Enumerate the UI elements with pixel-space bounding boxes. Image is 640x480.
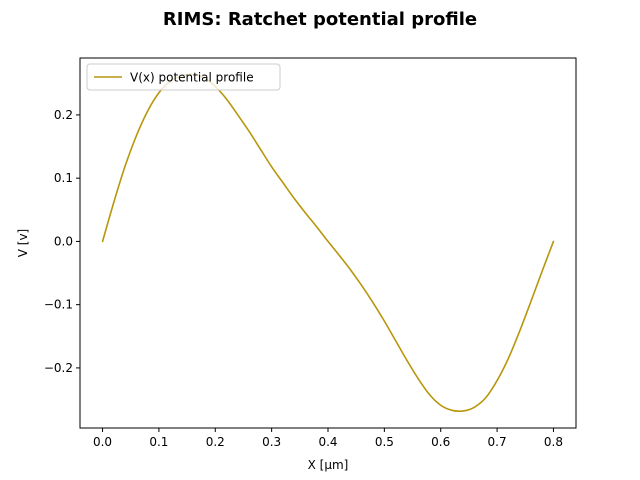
x-tick-label: 0.6	[431, 435, 450, 449]
x-axis-label: X [μm]	[308, 458, 349, 472]
y-tick-label: −0.1	[44, 298, 73, 312]
x-tick-label: 0.5	[375, 435, 394, 449]
x-tick-label: 0.2	[206, 435, 225, 449]
x-tick-label: 0.8	[544, 435, 563, 449]
plot-background	[80, 58, 576, 428]
chart-title: RIMS: Ratchet potential profile	[163, 9, 477, 30]
legend: V(x) potential profile	[86, 63, 281, 91]
legend-label: V(x) potential profile	[130, 71, 254, 85]
y-tick-label: 0.0	[54, 234, 73, 248]
y-tick-label: 0.2	[54, 108, 73, 122]
x-tick-label: 0.7	[488, 435, 507, 449]
y-tick-label: 0.1	[54, 171, 73, 185]
legend-box	[86, 63, 281, 91]
plot-area: 0.0 0.1 0.2 0.3 0.4 0.5 0.6 0.7 0.8 −0.2−0.10.00…	[44, 57, 577, 449]
x-axis-ticks: 0.0 0.1 0.2 0.3 0.4 0.5 0.6 0.7 0.8	[93, 428, 563, 449]
x-tick-label: 0.1	[149, 435, 168, 449]
y-axis-ticks: −0.2 −0.1 0.0 0.1 0.2	[44, 108, 80, 375]
y-tick-label: −0.2	[44, 361, 73, 375]
x-tick-label: 0.0	[93, 435, 112, 449]
y-axis-label: V [v]	[16, 229, 30, 258]
x-tick-label: 0.3	[262, 435, 281, 449]
x-tick-label: 0.4	[318, 435, 337, 449]
axes-frame	[79, 57, 577, 429]
